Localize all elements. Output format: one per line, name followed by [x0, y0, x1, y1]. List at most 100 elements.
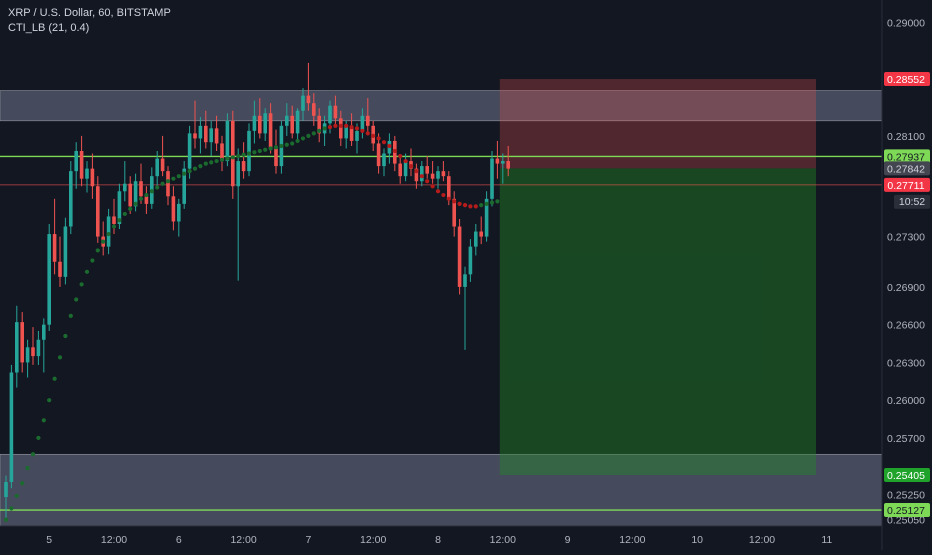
time-tick-label: 7: [305, 534, 311, 546]
price-badge-label: 0.25405: [887, 470, 925, 482]
candle-body: [117, 191, 122, 224]
candle-body: [468, 246, 473, 275]
candle-body: [231, 120, 235, 187]
price-badge-label: 0.25127: [887, 505, 925, 517]
levels-layer: [0, 155, 882, 511]
candle-body: [333, 105, 338, 119]
indicator-dot: [279, 143, 284, 149]
time-tick-label: 6: [176, 534, 182, 546]
candles-layer: [4, 62, 510, 521]
indicator-dot: [122, 211, 127, 217]
indicator-title[interactable]: CTI_LB (21, 0.4): [8, 22, 90, 34]
indicator-dot: [273, 145, 279, 150]
symbol-title[interactable]: XRP / U.S. Dollar, 60, BITSTAMP: [8, 7, 171, 19]
indicator-dot: [306, 133, 311, 139]
time-tick-label: 11: [821, 534, 832, 546]
indicator-dot: [452, 199, 457, 204]
candle-body: [139, 181, 143, 197]
candle-body: [42, 324, 46, 340]
candle-body: [312, 103, 316, 116]
candle-body: [414, 168, 419, 182]
indicator-dot: [68, 313, 73, 318]
candle-body: [430, 173, 435, 179]
candle-body: [366, 115, 370, 126]
candle-body: [328, 105, 332, 124]
indicator-dot: [462, 203, 468, 208]
indicator-dot: [149, 189, 154, 194]
indicator-dot: [219, 157, 225, 162]
indicator-dot: [14, 493, 19, 498]
price-badge: [884, 72, 930, 87]
price-badge-label: 0.27711: [887, 180, 924, 192]
indicator-dot: [446, 196, 451, 201]
candle-body: [25, 347, 30, 363]
indicator-dot: [349, 124, 354, 130]
price-badge: [884, 161, 930, 176]
candle-body: [425, 166, 429, 174]
candle-body: [225, 120, 230, 162]
indicator-dot: [101, 239, 106, 244]
indicator-dot: [198, 164, 203, 169]
indicator-dot: [155, 185, 160, 190]
candle-body: [355, 130, 359, 141]
indicator-layer: [3, 123, 500, 522]
candle-body: [506, 161, 510, 169]
candle-body: [452, 198, 456, 227]
indicator-dot: [9, 506, 14, 511]
candle-body: [241, 161, 246, 172]
indicator-dot: [414, 169, 419, 174]
candle-body: [155, 158, 159, 177]
candle-body: [214, 128, 219, 144]
indicator-dot: [489, 200, 495, 205]
candle-body: [58, 261, 62, 277]
candle-body: [9, 372, 14, 482]
indicator-dot: [430, 184, 435, 189]
candle-body: [317, 115, 321, 134]
candle-body: [295, 110, 300, 134]
indicator-dot: [192, 166, 198, 171]
candle-body: [15, 322, 19, 373]
take-profit-area: [499, 168, 816, 476]
candle-body: [166, 171, 170, 197]
indicator-dot: [371, 133, 376, 139]
indicator-dot: [25, 466, 30, 471]
candle-body: [268, 113, 273, 149]
position-tool[interactable]: [499, 79, 816, 476]
candle-body: [133, 181, 138, 207]
candle-body: [339, 118, 343, 139]
candle-body: [490, 158, 494, 199]
indicator-dot: [381, 140, 387, 145]
indicator-dot: [214, 158, 219, 164]
indicator-dot: [111, 224, 117, 229]
indicator-dot: [95, 248, 100, 253]
price-tick-label: 0.29000: [887, 18, 925, 30]
indicator-dot: [263, 147, 268, 152]
indicator-dot: [84, 269, 90, 274]
indicator-dot: [495, 199, 500, 204]
candle-body: [285, 115, 289, 126]
indicator-dot: [441, 192, 446, 198]
resistance-zone: [0, 90, 883, 122]
indicator-dot: [203, 161, 208, 166]
candle-body: [501, 161, 505, 164]
price-badge-label: 0.27937: [887, 151, 925, 163]
indicator-dot: [322, 126, 327, 131]
candle-body: [74, 151, 78, 172]
price-tick-label: 0.26600: [887, 320, 925, 332]
indicator-dot: [376, 136, 381, 141]
candle-body: [187, 133, 192, 169]
indicator-dot: [230, 155, 235, 160]
indicator-dot: [225, 156, 230, 161]
indicator-dot: [457, 201, 462, 206]
indicator-dot: [468, 204, 473, 209]
indicator-dot: [398, 153, 403, 159]
time-tick-label: 12:00: [101, 534, 127, 546]
price-badge: [884, 468, 930, 483]
indicator-dot: [187, 169, 192, 174]
price-tick-label: 0.26300: [887, 357, 925, 369]
countdown-label: 10:52: [899, 196, 925, 208]
candle-body: [52, 234, 57, 262]
